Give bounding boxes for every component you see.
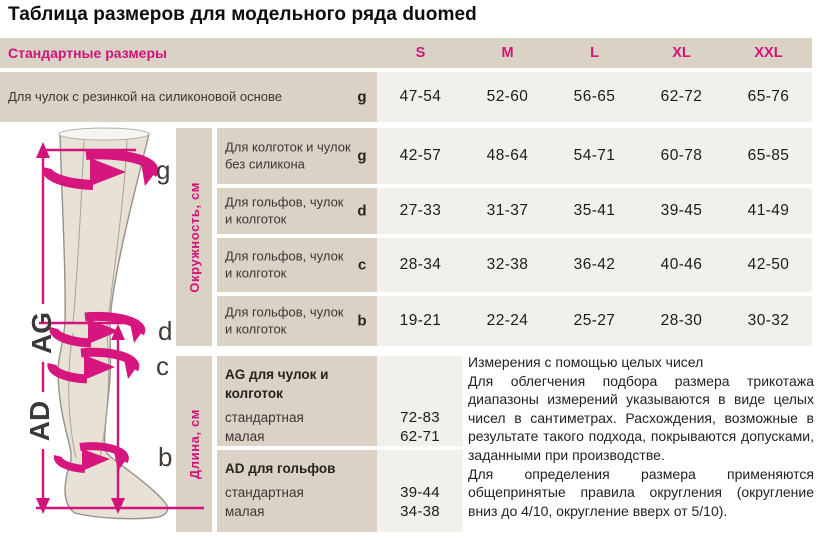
value-cell: 62-72 — [660, 88, 703, 105]
value-cell: 72-83 — [400, 409, 440, 426]
diagram-letter-d: d — [158, 316, 172, 346]
size-columns: S M L XL XXL — [377, 38, 812, 68]
value-cell: 65-85 — [747, 147, 790, 164]
diagram-letter-c: c — [156, 351, 169, 381]
value-cell: 32-38 — [486, 256, 529, 273]
measure-letter-d: d — [357, 202, 367, 220]
size-column-s: S — [415, 45, 426, 61]
table-row: 28-34 32-38 36-42 40-46 42-50 — [377, 238, 812, 292]
row-label-text: Для гольфов, чулок и колготок — [225, 194, 344, 227]
size-column-xxl: XXL — [754, 45, 783, 61]
value-cell: 48-64 — [486, 147, 529, 164]
size-column-xl: XL — [672, 45, 691, 61]
table-row: 27-33 31-37 35-41 39-45 41-49 — [377, 188, 812, 234]
length-row-title: AD для гольфов — [225, 461, 336, 476]
value-cell: 19-21 — [399, 312, 442, 329]
table-header-label: Стандартные размеры — [8, 45, 167, 61]
value-cell: 39-44 — [400, 484, 440, 501]
value-cell: 22-24 — [486, 312, 529, 329]
value-cell: 42-50 — [747, 256, 790, 273]
value-cell: 40-46 — [660, 256, 703, 273]
value-cell: 28-30 — [660, 312, 703, 329]
circumference-axis-strip: Окружность, см — [176, 128, 212, 346]
length-variant: стандартная — [225, 410, 304, 425]
row-label-d: Для гольфов, чулок и колготок d — [217, 188, 377, 234]
arrowhead-up-icon — [111, 324, 125, 340]
length-labels: AG AD — [24, 312, 57, 441]
value-cell: 42-57 — [399, 147, 442, 164]
row-label-text: Для чулок с резинкой на силиконовой осно… — [8, 88, 283, 104]
circumference-arrow-g-icon — [41, 149, 159, 190]
value-cell: 41-49 — [747, 202, 790, 219]
length-variant: малая — [225, 429, 265, 444]
value-cell: 25-27 — [573, 312, 616, 329]
length-variant: малая — [225, 504, 265, 519]
value-cell: 56-65 — [573, 88, 616, 105]
leg-diagram: g d c b AG AD — [24, 127, 204, 520]
circumference-arrow-b-icon — [53, 442, 129, 473]
table-row: 19-21 22-24 25-27 28-30 30-32 — [377, 296, 812, 346]
measure-letter-g: g — [357, 147, 367, 165]
length-values-ag: 72-83 62-71 — [377, 356, 463, 446]
arrowhead-up-icon — [36, 142, 50, 158]
value-cell: 65-76 — [747, 88, 790, 105]
note-paragraph: Для облегчения подбора размера трикотажа… — [468, 372, 814, 463]
row-label-text: Для гольфов, чулок и колготок — [225, 248, 344, 281]
value-cell: 54-71 — [573, 147, 616, 164]
value-cell: 52-60 — [486, 88, 529, 105]
diagram-letter-b: b — [158, 442, 172, 472]
size-column-m: M — [501, 45, 514, 61]
measure-letter-g: g — [357, 88, 367, 106]
label-ag: AG — [26, 312, 57, 354]
value-cell: 27-33 — [399, 202, 442, 219]
size-column-l: L — [590, 45, 599, 61]
circumference-arrow-c-icon — [47, 347, 140, 384]
measure-letter-c: c — [357, 256, 367, 274]
row-label-c: Для гольфов, чулок и колготок c — [217, 238, 377, 292]
diagram-letters: g d c b — [156, 155, 172, 472]
table-row: 42-57 48-64 54-71 60-78 65-85 — [377, 128, 812, 184]
length-row-title: AG для чулок и колготок — [225, 367, 329, 401]
note-title: Измерения с помощью целых чисел — [468, 354, 704, 370]
page-title: Таблица размеров для модельного ряда duo… — [8, 4, 477, 25]
diagram-letter-g: g — [156, 155, 170, 185]
measure-letter-b: b — [357, 312, 367, 330]
arrowhead-down-icon — [36, 498, 50, 514]
length-values-ad: 39-44 34-38 — [377, 450, 463, 532]
length-axis-strip: Длина, см — [176, 356, 212, 532]
length-row-ag: AG для чулок и колготок стандартная мала… — [217, 356, 377, 446]
row-label-text: Для колготок и чулок без силикона — [225, 139, 351, 172]
value-cell: 62-71 — [400, 428, 440, 445]
note-paragraph: Для определения размера применяются обще… — [468, 465, 814, 519]
row-label-text: Для гольфов, чулок и колготок — [225, 304, 344, 337]
table-row: 47-54 52-60 56-65 62-72 65-76 — [377, 72, 812, 122]
value-cell: 28-34 — [399, 256, 442, 273]
value-cell: 31-37 — [486, 202, 529, 219]
value-cell: 36-42 — [573, 256, 616, 273]
value-cell: 30-32 — [747, 312, 790, 329]
table-header: Стандартные размеры S M L XL XXL — [0, 38, 812, 68]
label-ad: AD — [24, 401, 55, 441]
row-label-b: Для гольфов, чулок и колготок b — [217, 296, 377, 346]
circumference-arrow-d-icon — [49, 311, 146, 348]
circumference-arrows — [41, 149, 159, 473]
row-label-no-silicone: Для колготок и чулок без силикона g — [217, 128, 377, 184]
length-variant: стандартная — [225, 485, 304, 500]
length-row-ad: AD для гольфов стандартная малая — [217, 450, 377, 532]
value-cell: 34-38 — [400, 503, 440, 520]
value-cell: 47-54 — [399, 88, 442, 105]
value-cell: 39-45 — [660, 202, 703, 219]
value-cell: 60-78 — [660, 147, 703, 164]
measurement-note: Измерения с помощью целых чисел Для обле… — [468, 353, 814, 520]
row-label-silicone-top: Для чулок с резинкой на силиконовой осно… — [0, 72, 377, 122]
arrowhead-down-icon — [111, 498, 125, 514]
value-cell: 35-41 — [573, 202, 616, 219]
